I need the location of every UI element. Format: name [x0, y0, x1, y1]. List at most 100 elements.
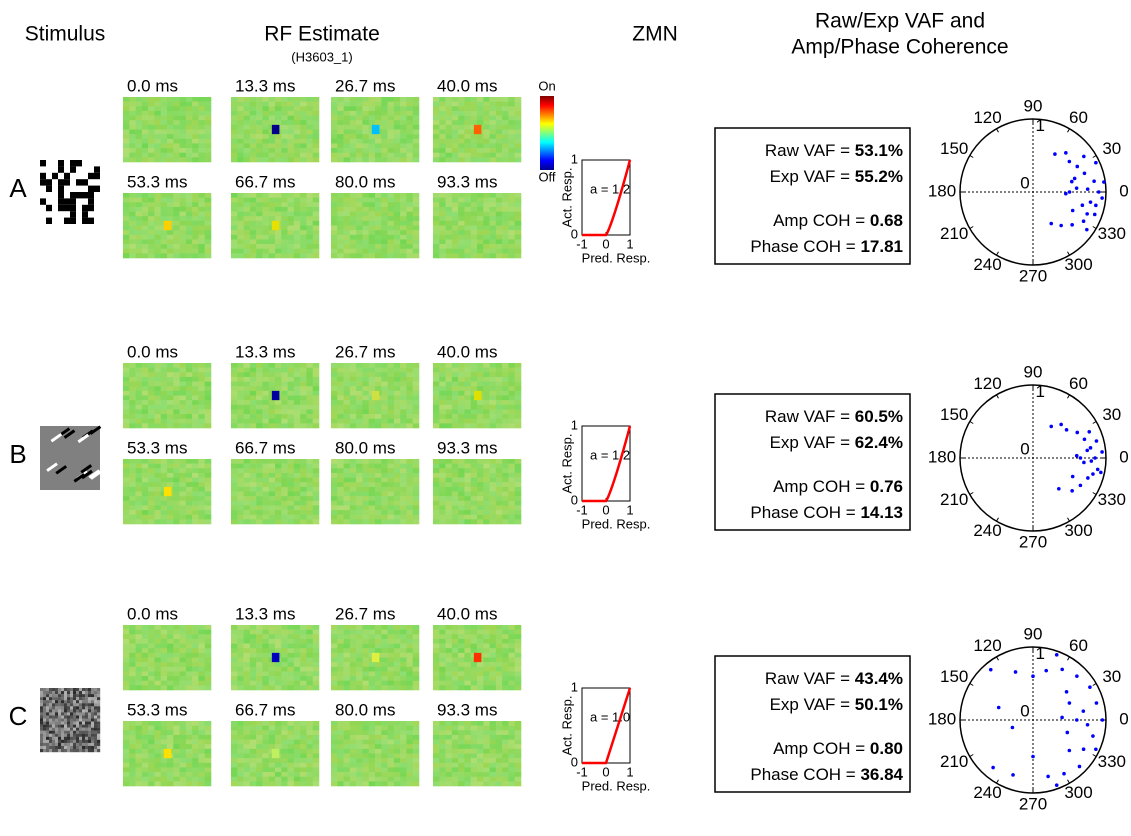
rf-pixel	[123, 405, 130, 410]
rf-pixel	[362, 519, 369, 524]
rf-pixel	[350, 671, 357, 676]
rf-pixel	[198, 758, 205, 763]
rf-pixel	[496, 653, 503, 658]
rf-pixel	[496, 253, 503, 258]
rf-pixel	[231, 777, 238, 782]
rf-pixel	[244, 662, 251, 667]
rf-pixel	[406, 202, 413, 207]
rf-pixel	[388, 492, 395, 497]
rf-pixel	[173, 459, 180, 464]
rf-pixel	[502, 368, 509, 373]
rf-pixel	[262, 202, 269, 207]
rf-pixel	[369, 382, 376, 387]
rf-pixel	[508, 253, 515, 258]
rf-pixel	[452, 97, 459, 102]
rf-pixel	[281, 464, 288, 469]
rf-pixel	[256, 198, 263, 203]
rf-pixel	[231, 781, 238, 786]
rf-pixel	[344, 139, 351, 144]
rf-pixel	[167, 414, 174, 419]
rf-pixel	[433, 221, 440, 226]
rf-pixel	[350, 386, 357, 391]
rf-pixel	[452, 639, 459, 644]
rf-pixel	[406, 658, 413, 663]
rf-pixel	[375, 253, 382, 258]
rf-pixel	[294, 363, 301, 368]
rf-pixel	[244, 749, 251, 754]
rf-pixel	[388, 459, 395, 464]
rf-pixel	[394, 639, 401, 644]
rf-pixel	[400, 478, 407, 483]
stimulus-pixel	[76, 697, 79, 700]
stimulus-pixel	[76, 728, 79, 731]
rf-pixel	[433, 482, 440, 487]
rf-pixel	[142, 482, 149, 487]
stimulus-pixel	[64, 734, 67, 737]
rf-pixel	[413, 148, 420, 153]
rf-pixel	[275, 726, 282, 731]
rf-pixel	[300, 226, 307, 231]
rf-pixel	[173, 740, 180, 745]
stimulus-pixel	[55, 694, 58, 697]
rf-pixel	[388, 143, 395, 148]
rf-pixel	[446, 216, 453, 221]
stat-value: 14.13	[860, 503, 903, 522]
rf-pixel	[161, 662, 168, 667]
rf-pixel	[244, 125, 251, 130]
rf-pixel	[186, 763, 193, 768]
rf-pixel	[464, 226, 471, 231]
rf-pixel	[148, 671, 155, 676]
rf-pixel	[256, 496, 263, 501]
rf-pixel	[388, 400, 395, 405]
rf-pixel	[471, 212, 478, 217]
stimulus-pixel	[85, 737, 88, 740]
rf-pixel	[458, 253, 465, 258]
rf-pixel	[490, 676, 497, 681]
rf-pixel	[496, 405, 503, 410]
rf-pixel	[136, 667, 143, 672]
rf-pixel	[477, 216, 484, 221]
rf-pixel	[205, 419, 212, 424]
rf-pixel	[192, 377, 199, 382]
rf-pixel	[167, 464, 174, 469]
rf-pixel	[198, 125, 205, 130]
rf-pixel	[294, 735, 301, 740]
rf-pixel	[154, 501, 161, 506]
rf-pixel	[173, 216, 180, 221]
rf-pixel	[464, 239, 471, 244]
stimulus-pixel	[88, 691, 91, 694]
rf-pixel	[483, 519, 490, 524]
rf-pixel	[433, 405, 440, 410]
rf-pixel	[306, 148, 313, 153]
stimulus-pixel	[46, 734, 49, 737]
rf-pixel	[129, 423, 136, 428]
rf-pixel	[388, 212, 395, 217]
rf-pixel	[356, 464, 363, 469]
rf-pixel	[198, 419, 205, 424]
rf-pixel	[344, 198, 351, 203]
rf-heatmap	[331, 193, 419, 258]
rf-pixel	[344, 676, 351, 681]
rf-pixel	[477, 157, 484, 162]
stimulus-pixel	[94, 715, 97, 718]
rf-pixel	[148, 781, 155, 786]
rf-pixel	[262, 249, 269, 254]
stimulus-pixel	[85, 706, 88, 709]
rf-pixel	[262, 667, 269, 672]
rf-pixel	[281, 781, 288, 786]
rf-pixel	[167, 744, 174, 749]
rf-pixel	[331, 501, 338, 506]
rf-pixel	[167, 102, 174, 107]
stimulus-pixel	[82, 722, 85, 725]
rf-pixel	[281, 221, 288, 226]
rf-pixel	[331, 363, 338, 368]
rf-pixel	[400, 153, 407, 158]
rf-pixel	[294, 106, 301, 111]
rf-pixel	[180, 749, 187, 754]
stat-value: 0.68	[870, 211, 903, 230]
rf-pixel	[306, 102, 313, 107]
rf-pixel	[180, 519, 187, 524]
rf-pixel	[406, 221, 413, 226]
rf-pixel	[464, 492, 471, 497]
rf-pixel	[313, 372, 320, 377]
